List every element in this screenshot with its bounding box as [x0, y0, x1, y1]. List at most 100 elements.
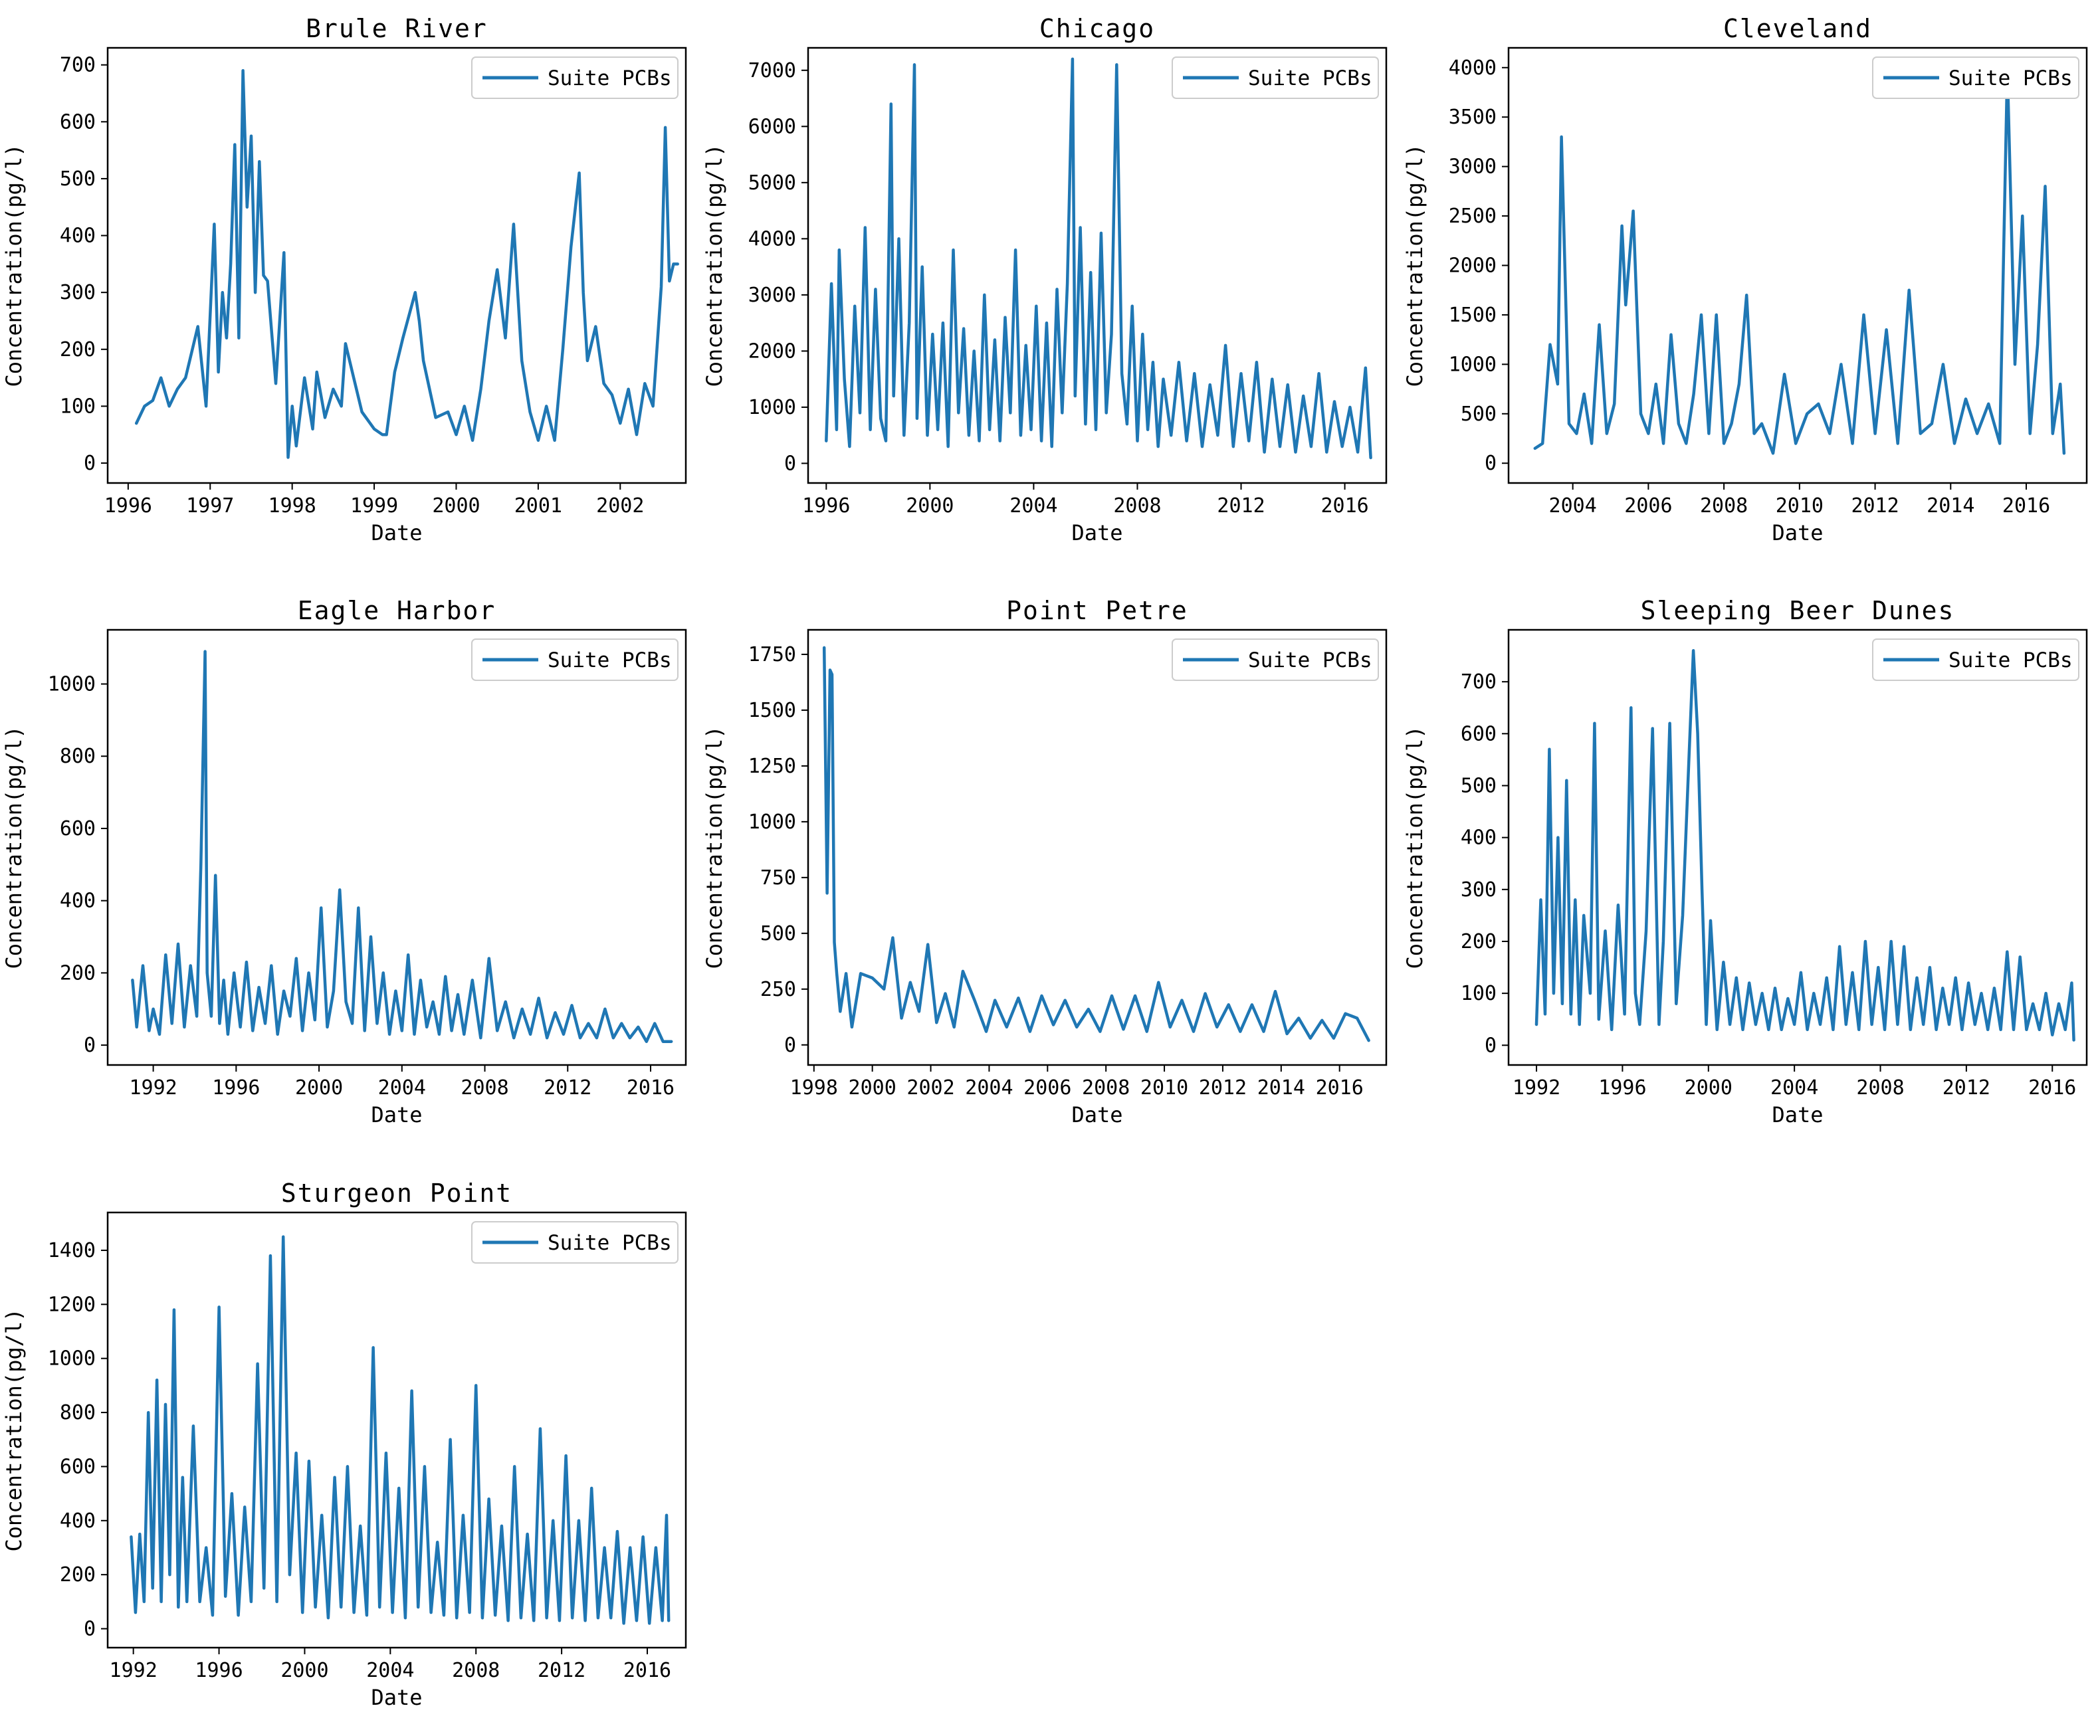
data-point — [973, 999, 976, 1002]
data-point — [1903, 945, 1906, 948]
y-tick-label: 0 — [1485, 1034, 1497, 1057]
data-point — [1786, 997, 1790, 1001]
data-point — [883, 987, 886, 991]
x-tick-label: 1999 — [350, 494, 398, 518]
data-point — [594, 325, 597, 328]
x-axis-label: Date — [1772, 1102, 1823, 1127]
data-point — [264, 1022, 267, 1025]
data-point — [270, 964, 273, 967]
data-point — [487, 320, 490, 323]
data-point — [506, 1619, 510, 1622]
data-point — [512, 223, 515, 226]
data-point — [131, 979, 134, 982]
data-point — [1669, 333, 1673, 336]
data-point — [590, 1487, 593, 1490]
plot-frame — [106, 628, 687, 1066]
data-point — [1633, 992, 1637, 995]
x-tick-label: 1997 — [186, 494, 234, 518]
data-point — [357, 906, 360, 910]
y-tick-label: 250 — [760, 978, 796, 1001]
data-point — [1297, 1016, 1301, 1020]
x-tick-label: 2000 — [849, 1076, 896, 1100]
data-point — [423, 1465, 426, 1468]
chart-title: Chicago — [1039, 14, 1155, 43]
y-tick-label: 3500 — [1449, 106, 1497, 129]
data-point — [205, 405, 208, 408]
data-point — [1700, 313, 1703, 316]
x-tick-label: 2010 — [1776, 494, 1824, 518]
data-point — [628, 1036, 631, 1040]
data-point — [1063, 999, 1067, 1002]
data-point — [1122, 1028, 1125, 1031]
data-point — [1151, 361, 1154, 364]
x-tick-label: 1992 — [129, 1076, 177, 1100]
data-point — [941, 322, 944, 325]
data-point — [2038, 1028, 2041, 1031]
data-point — [1005, 1025, 1008, 1028]
data-point — [288, 1573, 291, 1577]
data-point — [1909, 1028, 1912, 1031]
data-point — [1729, 1023, 1732, 1026]
data-point — [2028, 432, 2032, 435]
chart-title: Eagle Harbor — [298, 596, 496, 625]
data-point — [545, 1616, 548, 1620]
data-point — [660, 285, 663, 288]
data-point — [311, 427, 314, 431]
x-tick-label: 1998 — [268, 494, 316, 518]
data-point — [170, 1022, 173, 1025]
data-point — [993, 338, 996, 341]
legend: Suite PCBs — [471, 638, 679, 681]
y-tick-label: 600 — [60, 110, 96, 134]
data-point — [487, 1497, 490, 1501]
data-point — [1638, 1023, 1641, 1026]
chart-title: Point Petre — [1006, 596, 1188, 625]
data-point — [1741, 1028, 1744, 1031]
data-point — [983, 293, 986, 296]
series-line-suite-pcbs — [131, 650, 673, 1043]
data-point — [596, 1616, 599, 1620]
data-point — [1208, 383, 1211, 387]
data-point — [1657, 1023, 1661, 1026]
series-line-suite-pcbs — [130, 1235, 671, 1625]
data-point — [1661, 940, 1665, 943]
data-point — [301, 1611, 304, 1614]
data-point — [1369, 456, 1372, 460]
data-point — [670, 1040, 673, 1043]
x-tick-label: 2002 — [906, 1076, 954, 1100]
data-point — [417, 1606, 420, 1609]
data-point — [1110, 994, 1114, 997]
data-point — [1115, 63, 1118, 66]
data-point — [1973, 1023, 1976, 1026]
data-point — [1227, 1003, 1230, 1007]
data-point — [282, 1235, 285, 1238]
data-point — [1783, 373, 1786, 376]
x-axis-label: Date — [1071, 520, 1122, 545]
data-point — [164, 953, 167, 957]
data-point — [1535, 1023, 1538, 1026]
data-point — [1844, 1023, 1847, 1026]
data-point — [835, 428, 838, 431]
data-point — [249, 1600, 253, 1603]
data-point — [1177, 361, 1180, 364]
data-point — [1654, 383, 1657, 386]
data-point — [1560, 1002, 1564, 1005]
data-point — [1340, 445, 1344, 448]
data-point — [384, 1452, 387, 1455]
data-point — [1247, 439, 1251, 442]
data-point — [830, 282, 833, 286]
y-tick-label: 0 — [1485, 452, 1497, 475]
data-point — [833, 941, 836, 944]
x-tick-label: 2008 — [1856, 1076, 1904, 1100]
data-point — [214, 874, 217, 877]
x-tick-label: 2012 — [1851, 494, 1899, 518]
y-tick-label: 100 — [60, 395, 96, 418]
x-tick-label: 2014 — [1927, 494, 1974, 518]
data-point — [570, 245, 573, 248]
data-point — [546, 1036, 549, 1040]
series-line-suite-pcbs — [822, 646, 1370, 1042]
data-point — [211, 1614, 214, 1617]
data-point — [455, 433, 458, 436]
data-point — [203, 650, 207, 653]
